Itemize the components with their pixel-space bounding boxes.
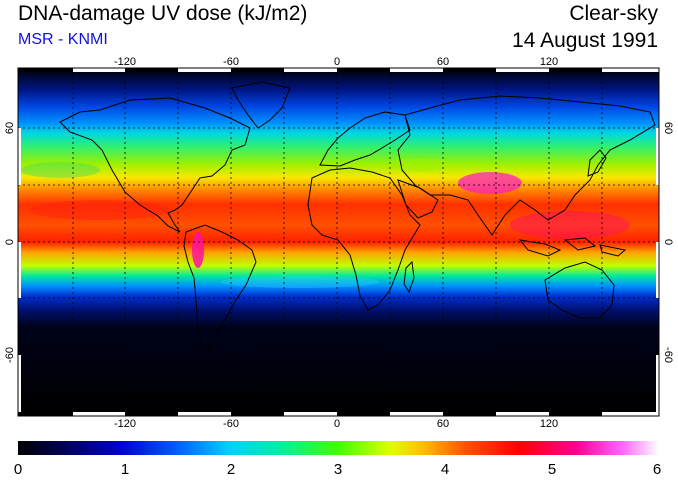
coastline-australia [544, 261, 615, 319]
colorbar-tick: 5 [548, 461, 556, 478]
colorbar-tick: 4 [441, 461, 449, 478]
lat-tick-left: 60 [4, 122, 16, 134]
lat-tick-left: -60 [4, 347, 16, 363]
map-title: DNA-damage UV dose (kJ/m2) [18, 2, 308, 25]
low-dose-patch [20, 162, 100, 178]
lon-tick-top: 60 [437, 56, 449, 68]
coastline-africa [307, 167, 421, 311]
low-dose-patch [390, 158, 450, 172]
colorbar-tick: 3 [334, 461, 342, 478]
lon-tick-top: -120 [114, 56, 136, 68]
graticule [18, 72, 659, 412]
lat-tick-right: -60 [662, 347, 674, 363]
lon-tick-bottom: -60 [223, 418, 239, 430]
lat-tick-right: 0 [662, 239, 674, 245]
lon-tick-bottom: 120 [540, 418, 558, 430]
coastline-madagascar [403, 260, 415, 294]
high-dose-hotspot [458, 172, 522, 194]
coastline-north-america [59, 97, 251, 233]
high-dose-hotspot [30, 200, 170, 220]
colorbar-tick: 2 [227, 461, 235, 478]
sky-condition-label: Clear-sky [569, 2, 658, 25]
coastline-arabia [397, 179, 439, 219]
low-dose-patch [220, 276, 380, 288]
coastline-japan [587, 149, 607, 177]
lon-tick-bottom: 60 [437, 418, 449, 430]
data-source-label: MSR - KNMI [18, 31, 108, 48]
coastline-greenland [231, 81, 291, 129]
lon-tick-top: -60 [223, 56, 239, 68]
frame-ticks [18, 68, 659, 416]
high-dose-hotspot [510, 211, 630, 239]
date-label: 14 August 1991 [512, 29, 658, 52]
lon-tick-bottom: -120 [114, 418, 136, 430]
high-dose-hotspot [192, 232, 204, 268]
coastline-europe [319, 111, 411, 167]
colorbar-tick: 1 [121, 461, 129, 478]
coastline-indonesia [518, 237, 627, 257]
colorbar-tick: 6 [653, 461, 661, 478]
lon-tick-bottom: 0 [334, 418, 340, 430]
lat-tick-left: 0 [4, 239, 16, 245]
coastline-south-america [183, 224, 257, 355]
lon-tick-top: 120 [540, 56, 558, 68]
colorbar [18, 441, 659, 455]
lat-tick-right: 60 [662, 122, 674, 134]
colorbar-tick: 0 [14, 461, 22, 478]
lon-tick-top: 0 [334, 56, 340, 68]
